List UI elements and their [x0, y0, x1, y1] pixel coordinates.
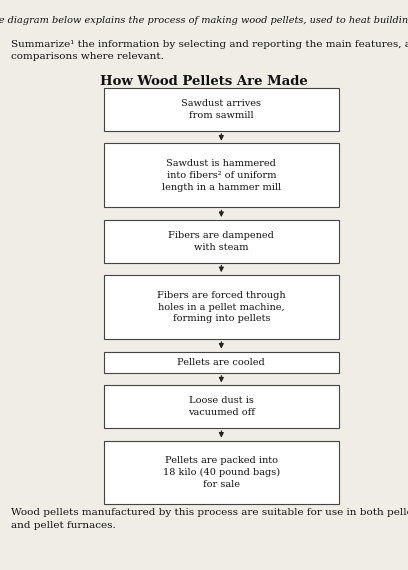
Text: Pellets are cooled: Pellets are cooled	[177, 358, 265, 367]
Text: Loose dust is
vacuumed off: Loose dust is vacuumed off	[188, 396, 255, 417]
Text: How Wood Pellets Are Made: How Wood Pellets Are Made	[100, 75, 308, 88]
Bar	[104, 275, 339, 339]
Bar	[104, 441, 339, 504]
Text: Fibers are forced through
holes in a pellet machine,
forming into pellets: Fibers are forced through holes in a pel…	[157, 291, 286, 323]
Text: Sawdust is hammered
into fibers² of uniform
length in a hammer mill: Sawdust is hammered into fibers² of unif…	[162, 159, 281, 192]
Bar	[104, 385, 339, 428]
Text: Wood pellets manufactured by this process are suitable for use in both pellet st: Wood pellets manufactured by this proces…	[11, 508, 408, 530]
Text: The diagram below explains the process of making wood pellets, used to heat buil: The diagram below explains the process o…	[0, 16, 408, 25]
Bar	[104, 144, 339, 207]
Bar	[104, 220, 339, 263]
Text: Sawdust arrives
from sawmill: Sawdust arrives from sawmill	[181, 99, 262, 120]
Text: Pellets are packed into
18 kilo (40 pound bags)
for sale: Pellets are packed into 18 kilo (40 poun…	[163, 456, 280, 489]
Text: Summarize¹ the information by selecting and reporting the main features, and mak: Summarize¹ the information by selecting …	[11, 40, 408, 62]
Bar	[104, 88, 339, 131]
Text: Fibers are dampened
with steam: Fibers are dampened with steam	[169, 231, 274, 251]
Bar	[104, 352, 339, 373]
